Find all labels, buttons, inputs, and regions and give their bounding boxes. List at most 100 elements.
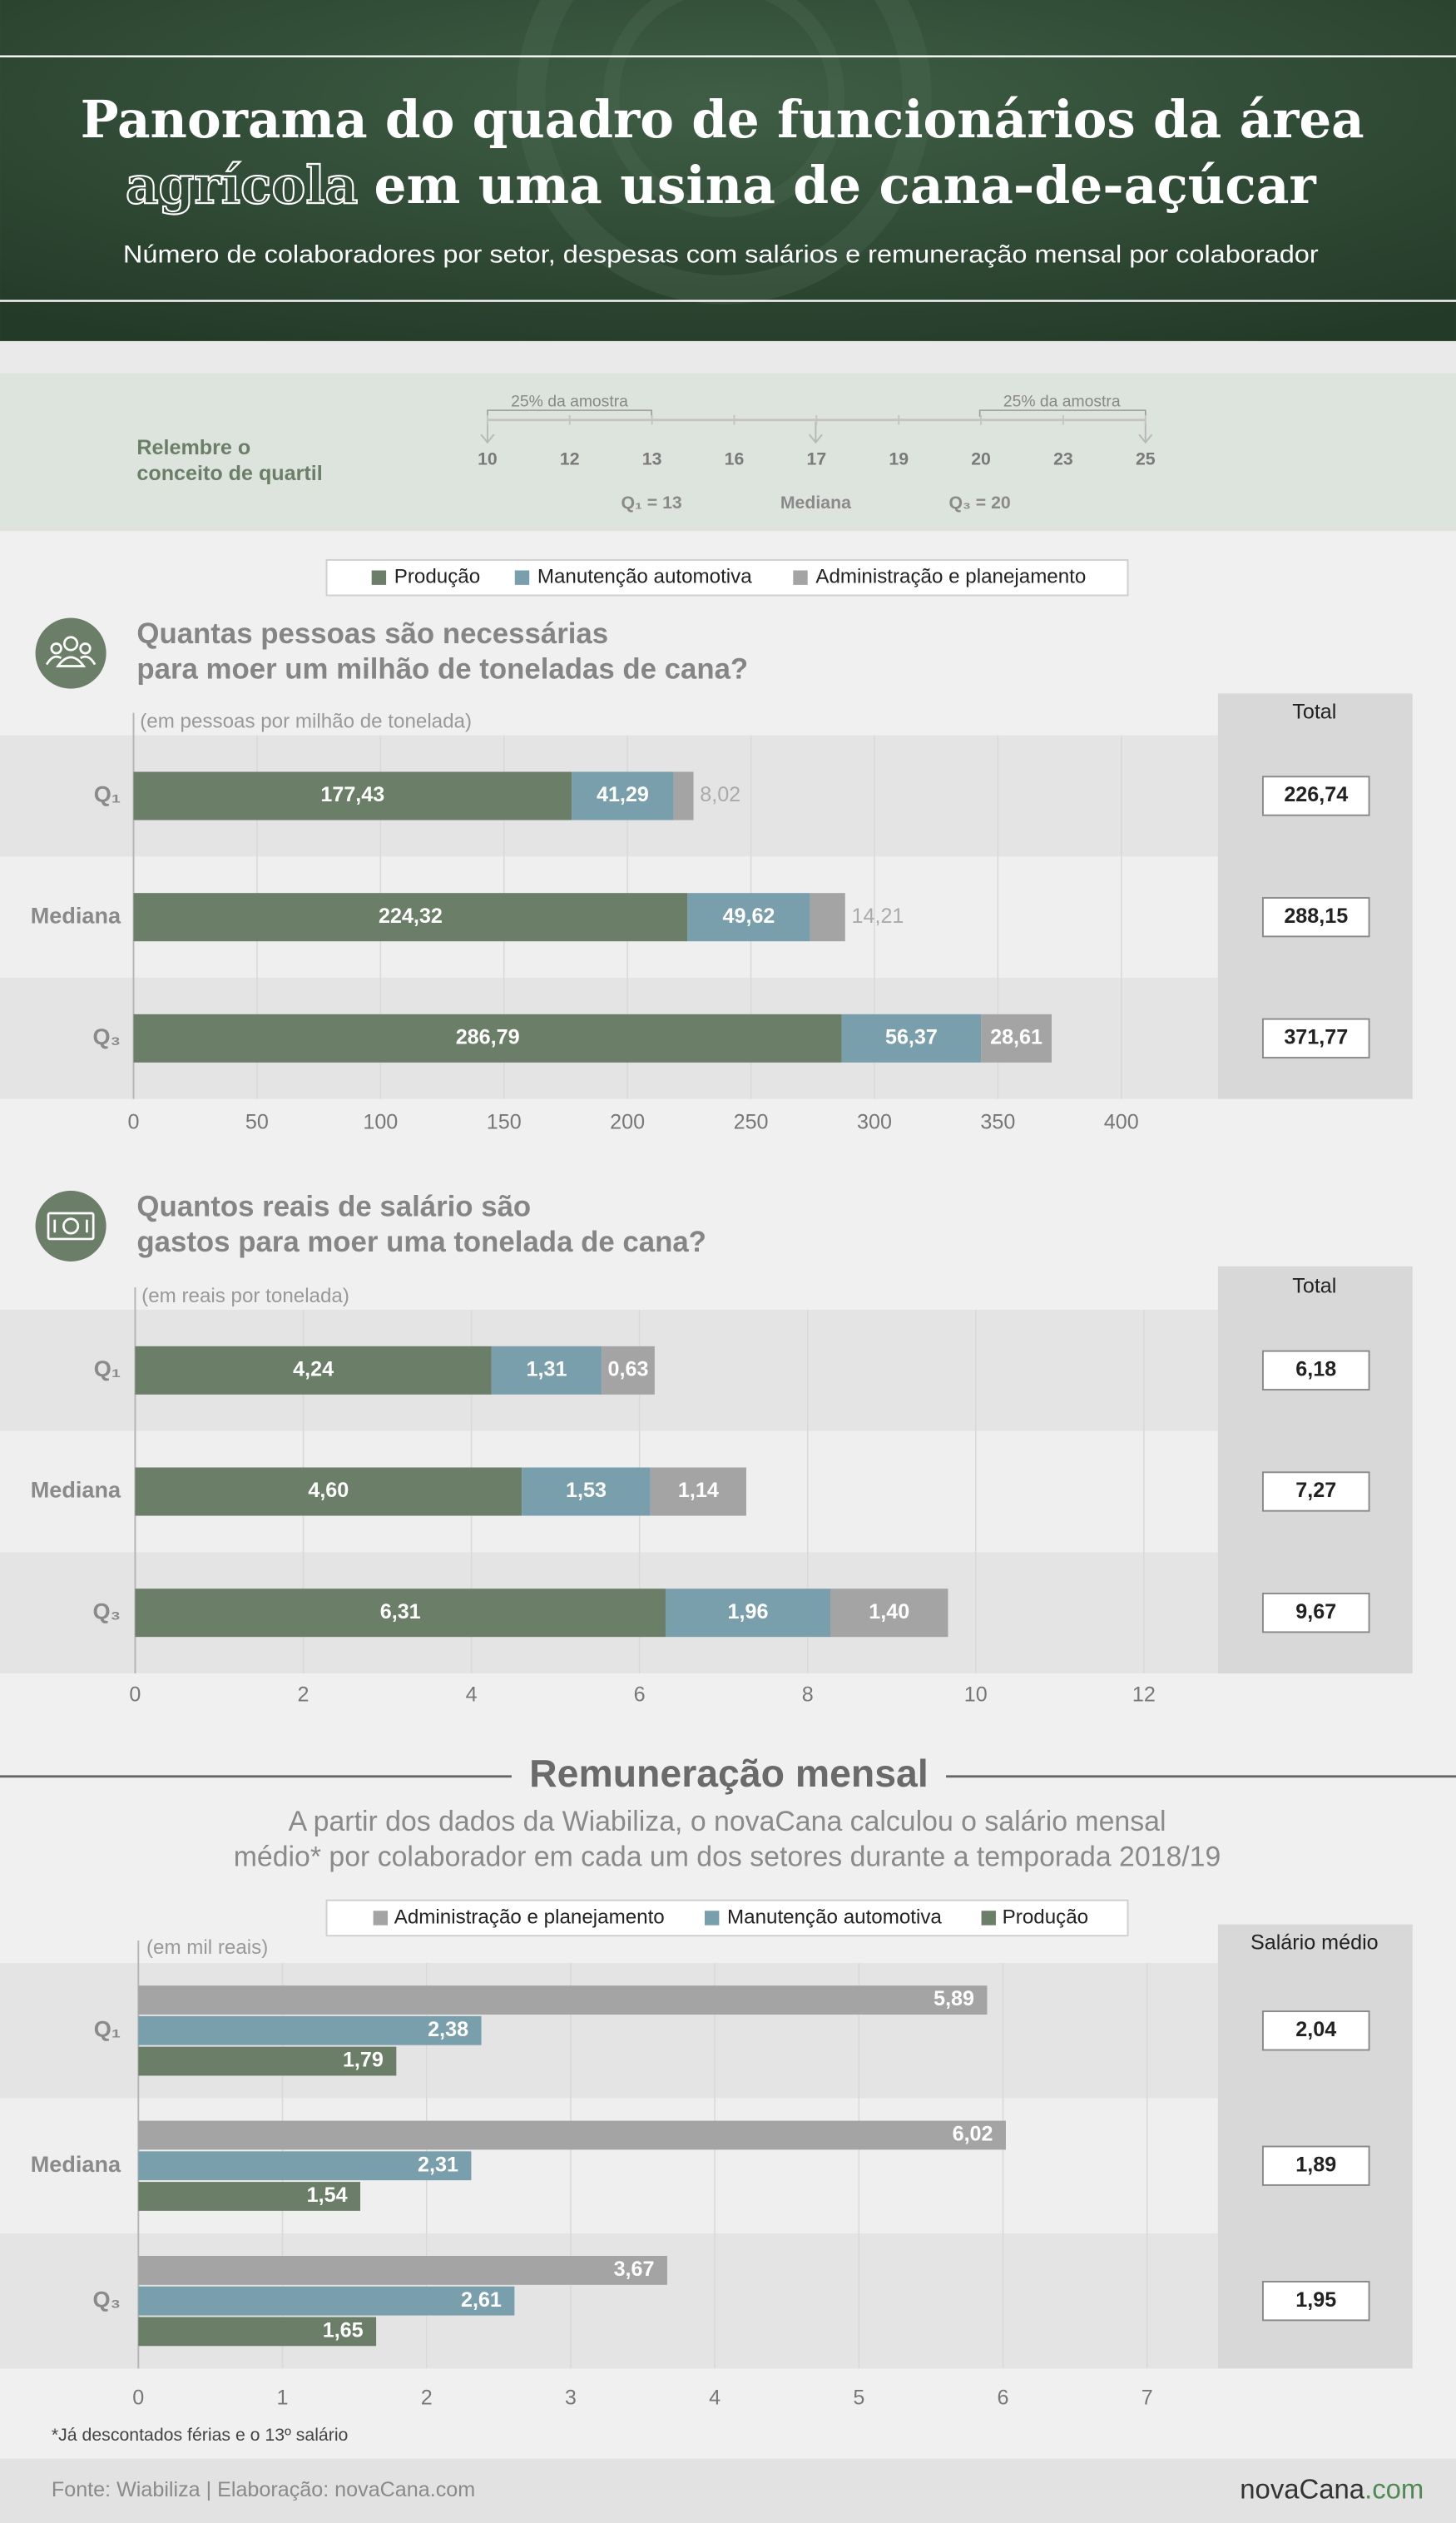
scale-label: 19 <box>889 449 909 469</box>
q3-label: Q₃ = 20 <box>948 493 1010 513</box>
chart-title: gastos para moer uma tonelada de cana? <box>136 1226 706 1258</box>
bar <box>138 2256 667 2285</box>
legend-box <box>325 558 1129 597</box>
total-box <box>1261 1350 1370 1391</box>
value-label: 2,31 <box>418 2153 458 2176</box>
totals-title: Total <box>1292 700 1336 723</box>
section-title: Remuneração mensal <box>529 1752 929 1795</box>
value-label: 28,61 <box>990 1025 1042 1048</box>
quartile-label: conceito de quartil <box>136 462 322 485</box>
total-label: 7,27 <box>1295 1479 1336 1502</box>
total-box <box>1261 1592 1370 1633</box>
bar-segment <box>841 1014 982 1063</box>
scale-label: 17 <box>807 449 827 469</box>
bar-segment <box>981 1014 1052 1063</box>
footnote: *Já descontados férias e o 13º salário <box>52 2425 349 2445</box>
category-label: Q₃ <box>92 2286 121 2312</box>
q1-label: Q₁ = 13 <box>622 493 682 513</box>
totals-title: Salário médio <box>1250 1931 1379 1955</box>
bar <box>138 2317 377 2347</box>
value-label: 177,43 <box>320 783 384 806</box>
x-tick-label: 250 <box>734 1110 769 1133</box>
x-tick-label: 4 <box>709 2387 721 2410</box>
value-label: 49,62 <box>723 905 775 928</box>
sample-label: 25% da amostra <box>1003 394 1121 411</box>
section-subtitle: A partir dos dados da Wiabiliza, o novaC… <box>289 1806 1166 1837</box>
bar <box>138 2151 472 2181</box>
x-tick-label: 12 <box>1132 1683 1156 1707</box>
legend-label: Produção <box>394 566 480 588</box>
logo-suffix: .com <box>1364 2473 1424 2504</box>
unit-label: (em mil reais) <box>146 1936 268 1959</box>
total-label: 226,74 <box>1284 783 1348 806</box>
x-tick-label: 0 <box>129 1683 141 1707</box>
scale-label: 13 <box>642 449 662 469</box>
bar-segment <box>810 893 845 942</box>
bar <box>138 2286 515 2316</box>
x-tick-label: 2 <box>421 2387 433 2410</box>
footer-band <box>0 2458 1456 2523</box>
total-label: 288,15 <box>1284 905 1348 928</box>
money-icon <box>47 1212 95 1241</box>
scale-label: 16 <box>725 449 745 469</box>
value-label: 5,89 <box>934 1987 974 2010</box>
quartile-label: Relembre o <box>136 436 250 459</box>
source: Fonte: Wiabiliza | Elaboração: novaCana.… <box>52 2478 475 2501</box>
chart-title: Quantas pessoas são necessárias <box>136 617 608 650</box>
value-label: 41,29 <box>597 783 649 806</box>
category-label: Q₃ <box>92 1598 121 1623</box>
sample-bracket <box>487 409 1146 417</box>
logo: novaCana.com <box>1240 2473 1424 2504</box>
x-tick-label: 4 <box>466 1683 478 1707</box>
value-label: 1,40 <box>869 1600 909 1623</box>
bar-segment <box>135 1467 522 1516</box>
bar-segment <box>133 1014 842 1063</box>
legend-swatch <box>371 570 387 585</box>
legend-swatch <box>704 1911 720 1926</box>
bar-segment <box>133 771 572 820</box>
section-subtitle: médio* por colaborador em cada um dos se… <box>234 1841 1221 1872</box>
subtitle: Número de colaboradores por setor, despe… <box>123 240 1319 268</box>
header-texture <box>516 0 932 305</box>
bar <box>138 2046 397 2076</box>
people-icon <box>45 636 97 667</box>
total-box <box>1261 2280 1370 2322</box>
title: agrícola em uma usina de cana-de-açúcar <box>126 155 1317 216</box>
value-label: 6,31 <box>380 1600 421 1623</box>
category-label: Q₃ <box>92 1024 121 1049</box>
value-label: 0,63 <box>608 1357 649 1380</box>
legend-label: Administração e planejamento <box>815 566 1086 588</box>
bar-segment <box>650 1467 746 1516</box>
x-tick-label: 0 <box>128 1110 140 1133</box>
title-rest: em uma usina de cana-de-açúcar <box>374 155 1317 216</box>
scale-label: 10 <box>478 449 498 469</box>
value-label: 1,14 <box>678 1479 719 1502</box>
category-label: Mediana <box>31 902 121 928</box>
legend-label: Produção <box>1003 1906 1088 1928</box>
legend-label: Manutenção automotiva <box>727 1906 942 1928</box>
category-label: Q₁ <box>94 1356 121 1381</box>
value-label: 8,02 <box>700 783 740 806</box>
total-box <box>1261 2010 1370 2051</box>
value-label: 1,53 <box>566 1479 607 1502</box>
x-tick-label: 0 <box>132 2387 144 2410</box>
bar-segment <box>572 771 674 820</box>
quartile-band <box>0 373 1456 532</box>
totals-title: Total <box>1292 1275 1336 1298</box>
x-tick-label: 6 <box>998 2387 1009 2410</box>
legend-label: Manutenção automotiva <box>537 566 752 588</box>
value-label: 4,24 <box>293 1357 334 1380</box>
value-label: 2,38 <box>428 2018 468 2041</box>
category-label: Mediana <box>31 2151 121 2177</box>
median-label: Mediana <box>780 493 851 513</box>
value-label: 1,54 <box>307 2183 348 2207</box>
value-label: 4,60 <box>308 1479 349 1502</box>
scale-label: 12 <box>560 449 580 469</box>
total-box <box>1261 1018 1370 1059</box>
total-box <box>1261 2145 1370 2186</box>
x-tick-label: 8 <box>802 1683 814 1707</box>
scale-label: 20 <box>971 449 991 469</box>
bar-segment <box>830 1589 948 1638</box>
legend-swatch <box>514 570 530 585</box>
